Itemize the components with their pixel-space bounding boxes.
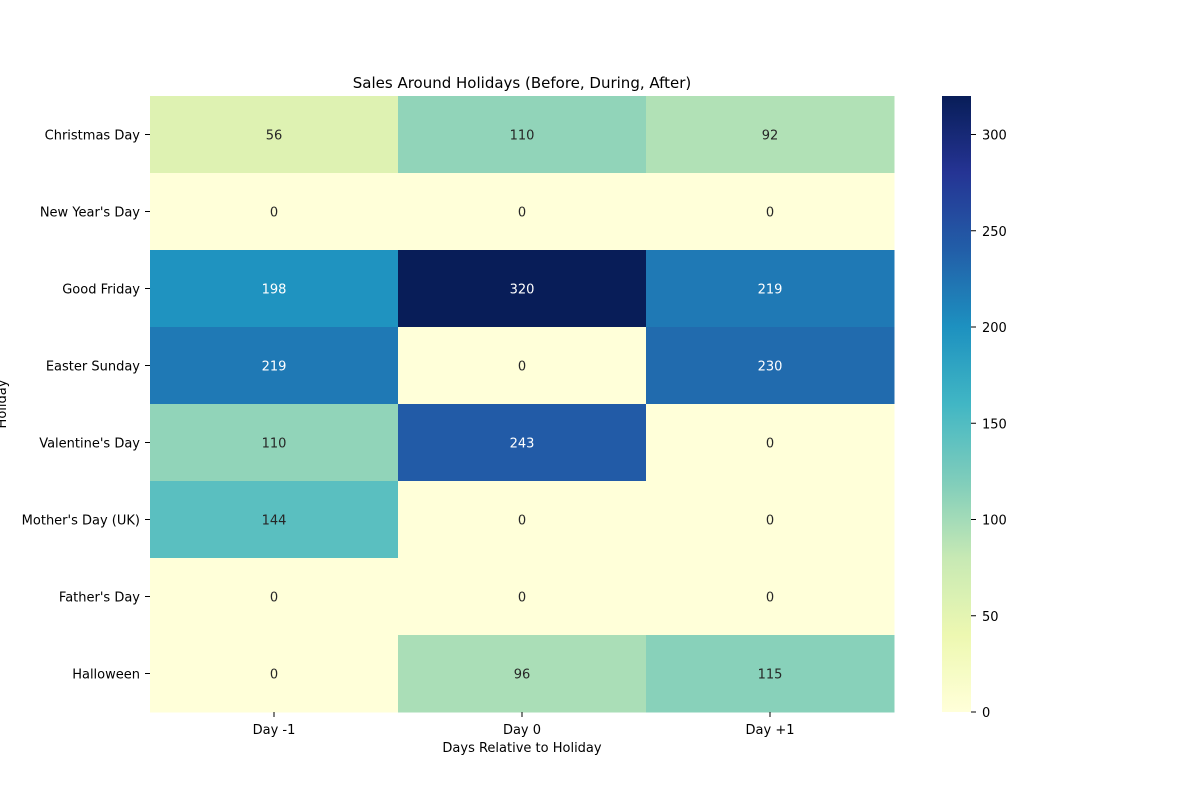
x-axis: Day -1 Day 0 Day +1	[253, 712, 795, 738]
cell-value-label: 110	[262, 437, 287, 452]
heatmap-cell	[150, 327, 399, 405]
cell-annotations: 56 110 92 0 0 0 198 320 219 219 0 230 110 243 0 144 0 0 0 0…	[262, 129, 783, 683]
heatmap-cell	[398, 635, 647, 713]
heatmap-cell	[150, 481, 399, 559]
y-axis: Christmas Day New Year's Day Good Friday Ea…	[22, 129, 150, 683]
cell-value-label: 56	[266, 129, 283, 144]
y-tick-label: New Year's Day	[40, 206, 140, 221]
cell-value-label: 0	[518, 206, 526, 221]
y-tick-label: Christmas Day	[45, 129, 141, 144]
cell-value-label: 0	[518, 591, 526, 606]
cell-value-label: 0	[270, 591, 278, 606]
x-tick-label: Day +1	[746, 723, 795, 738]
colorbar-tick-label: 150	[982, 417, 1007, 432]
heatmap-cell	[150, 96, 399, 174]
y-tick-label: Good Friday	[62, 283, 140, 298]
cell-value-label: 115	[758, 668, 783, 683]
cell-value-label: 0	[766, 437, 774, 452]
heatmap-cell	[150, 173, 399, 251]
heatmap-cell	[646, 558, 895, 636]
x-tick-label: Day -1	[253, 723, 296, 738]
heatmap-cell	[150, 635, 399, 713]
cell-value-label: 320	[510, 283, 535, 298]
heatmap-cell	[398, 173, 647, 251]
heatmap-cell	[398, 250, 647, 328]
heatmap-cell	[398, 481, 647, 559]
colorbar-ticks: 0 50 100 150 200 250 300	[971, 129, 1007, 721]
colorbar-tick-label: 100	[982, 514, 1007, 529]
cell-value-label: 96	[514, 668, 531, 683]
heatmap-cell	[150, 558, 399, 636]
heatmap-cell	[398, 327, 647, 405]
cell-value-label: 230	[758, 360, 783, 375]
heatmap-cell	[150, 404, 399, 482]
colorbar-tick-label: 50	[982, 610, 999, 625]
heatmap-cell	[150, 250, 399, 328]
heatmap-cell	[646, 327, 895, 405]
colorbar-tick-label: 200	[982, 321, 1007, 336]
heatmap-cell	[646, 404, 895, 482]
heatmap-cells	[150, 96, 895, 713]
colorbar-tick-label: 300	[982, 129, 1007, 144]
heatmap-cell	[646, 173, 895, 251]
heatmap-cell	[398, 404, 647, 482]
y-tick-label: Father's Day	[59, 591, 140, 606]
colorbar-tick-label: 250	[982, 225, 1007, 240]
cell-value-label: 92	[762, 129, 779, 144]
colorbar-tick-label: 0	[982, 706, 990, 721]
y-tick-label: Halloween	[72, 668, 140, 683]
cell-value-label: 198	[262, 283, 287, 298]
heatmap-cell	[646, 96, 895, 174]
cell-value-label: 144	[262, 514, 287, 529]
cell-value-label: 219	[262, 360, 287, 375]
heatmap-cell	[646, 635, 895, 713]
heatmap-cell	[646, 250, 895, 328]
cell-value-label: 0	[270, 668, 278, 683]
x-tick-label: Day 0	[503, 723, 541, 738]
heatmap-cell	[398, 96, 647, 174]
x-axis-label: Days Relative to Holiday	[442, 741, 601, 756]
heatmap-cell	[398, 558, 647, 636]
colorbar	[942, 96, 971, 712]
y-tick-label: Mother's Day (UK)	[22, 514, 140, 529]
cell-value-label: 219	[758, 283, 783, 298]
cell-value-label: 0	[766, 514, 774, 529]
cell-value-label: 0	[518, 514, 526, 529]
cell-value-label: 0	[518, 360, 526, 375]
cell-value-label: 0	[766, 591, 774, 606]
cell-value-label: 110	[510, 129, 535, 144]
cell-value-label: 0	[270, 206, 278, 221]
cell-value-label: 0	[766, 206, 774, 221]
cell-value-label: 243	[510, 437, 535, 452]
y-tick-label: Easter Sunday	[46, 360, 140, 375]
y-tick-label: Valentine's Day	[39, 437, 140, 452]
y-axis-label: Holiday	[0, 379, 10, 428]
chart-title: Sales Around Holidays (Before, During, A…	[353, 74, 692, 92]
heatmap-cell	[646, 481, 895, 559]
